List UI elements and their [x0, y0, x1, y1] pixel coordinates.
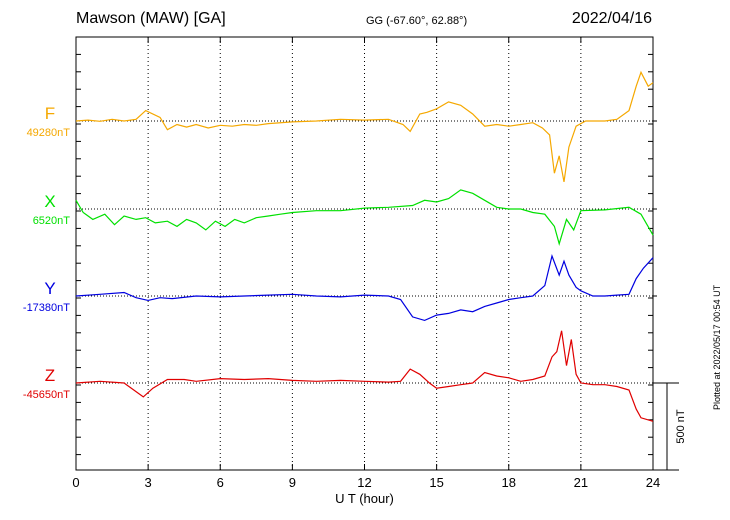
series-label-z: Z [45, 366, 55, 385]
scale-bar-label: 500 nT [675, 409, 687, 444]
baseline-value-f: 49280nT [27, 127, 71, 139]
series-label-f: F [45, 104, 55, 123]
series-line-x [75, 189, 654, 246]
baseline-value-z: -45650nT [23, 389, 70, 401]
series-label-y: Y [44, 279, 55, 298]
series-line-f [75, 70, 654, 183]
x-tick-label: 24 [646, 475, 660, 490]
x-tick-label: 21 [574, 475, 588, 490]
x-tick-label: 18 [502, 475, 516, 490]
x-tick-label: 6 [217, 475, 224, 490]
x-axis-label: U T (hour) [335, 491, 394, 506]
baseline-value-x: 6520nT [33, 215, 71, 227]
x-tick-label: 15 [429, 475, 443, 490]
date-label: 2022/04/16 [571, 10, 652, 27]
series-line-z [75, 330, 654, 422]
x-tick-label: 3 [145, 475, 152, 490]
geo-coordinates: GG (-67.60°, 62.88°) [366, 15, 468, 27]
plotted-timestamp: Plotted at 2022/05/17 00:54 UT [712, 284, 722, 410]
series-line-y [75, 253, 654, 322]
series-label-x: X [44, 192, 55, 211]
x-tick-label: 0 [72, 475, 79, 490]
x-tick-label: 12 [357, 475, 371, 490]
x-tick-label: 9 [289, 475, 296, 490]
baseline-value-y: -17380nT [23, 302, 70, 314]
station-title: Mawson (MAW) [GA] [76, 10, 226, 27]
